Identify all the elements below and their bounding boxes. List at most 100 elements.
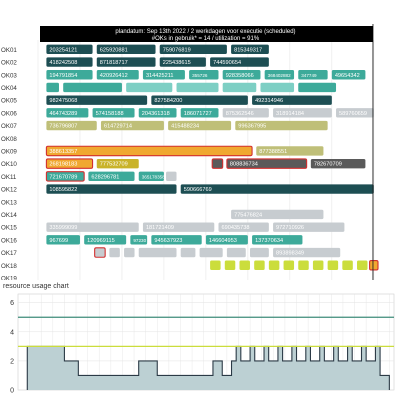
gantt-bar-label: 759076819: [163, 47, 191, 53]
usage-chart-title: resource usage chart: [3, 283, 69, 290]
gantt-chart: OK01 OK02 OK03 OK04 OK05 OK06 OK07 OK08 OK09 OK10…: [1, 24, 379, 280]
gantt-bar: [273, 222, 345, 232]
gantt-bar-label: 967699: [49, 238, 68, 244]
usage-area: [27, 346, 390, 390]
gantt-bar-label: 721670789: [49, 174, 77, 180]
gantt-bar-label: 120969115: [87, 238, 115, 244]
gantt-bar-label: 982475068: [49, 98, 77, 104]
row-label: OK15: [1, 225, 17, 232]
gantt-bar: [46, 95, 148, 105]
row-label: OK10: [1, 161, 17, 168]
gantt-bar: [142, 222, 215, 232]
gantt-bar-label: 574158188: [96, 111, 124, 117]
gantt-bar: [273, 108, 332, 118]
gantt-bar-label: 268198183: [49, 162, 77, 168]
gantt-bar-label: 415488234: [171, 124, 199, 130]
gantt-bar: [256, 146, 324, 156]
gantt-bar-label: 875362546: [226, 111, 254, 117]
gantt-bar: [46, 82, 59, 93]
row-label: OK13: [1, 199, 17, 206]
gantt-bar: [180, 247, 196, 258]
gantt-bar: [46, 57, 93, 67]
gantt-bar: [298, 260, 309, 270]
gantt-bar: [327, 260, 339, 270]
gantt-bar-label: 314425211: [146, 73, 174, 79]
gantt-bar-label: 972710926: [276, 225, 304, 231]
gantt-bar: [180, 108, 219, 118]
gantt-bar: [46, 184, 177, 194]
row-label: OK08: [1, 136, 17, 143]
gantt-bar: [96, 158, 139, 169]
gantt-bar: [283, 260, 295, 270]
gantt-bar-label: 368402882: [268, 73, 291, 78]
gantt-bar: [268, 260, 280, 270]
gantt-bar: [159, 57, 206, 67]
gantt-bar: [249, 247, 269, 258]
gantt-bar-label: 945637923: [154, 238, 182, 244]
gantt-bar-label: 204361318: [142, 111, 170, 117]
gantt-bar: [130, 235, 148, 245]
gantt-bar-label: 996367995: [238, 124, 266, 130]
gantt-bar: [312, 260, 324, 270]
row-label: OK09: [1, 148, 17, 155]
gantt-bar-label: 365178358: [142, 174, 165, 179]
gantt-bar: [142, 70, 185, 80]
row-label: OK06: [1, 110, 17, 117]
y-tick-label: 6: [10, 300, 14, 307]
gantt-bar: [96, 57, 156, 67]
gantt-bar: [189, 70, 219, 80]
gantt-bar: [138, 108, 177, 118]
gantt-bar: [199, 247, 223, 258]
gantt-bar: [159, 44, 227, 55]
gantt-bar: [273, 247, 341, 258]
gantt-bar: [46, 222, 139, 232]
gantt-bar: [331, 70, 366, 80]
gantt-bar-label: 203254121: [49, 47, 77, 53]
row-label: OK12: [1, 187, 17, 194]
gantt-bar-label: 690435738: [221, 225, 249, 231]
gantt-bar-label: 589760659: [339, 111, 367, 117]
gantt-bar: [222, 108, 269, 118]
gantt-bar: [222, 82, 257, 93]
gantt-bar: [100, 120, 164, 131]
row-label: OK03: [1, 72, 17, 79]
gantt-bar: [226, 247, 246, 258]
gantt-bar: [260, 82, 295, 93]
gantt-bar-label: 893898349: [276, 251, 304, 257]
gantt-bar-label: 492314946: [255, 98, 283, 104]
gantt-bar-label: 464743289: [49, 111, 77, 117]
gantt-bar-label: 225438615: [163, 60, 191, 66]
gantt-bar: [138, 247, 177, 258]
gantt-bar-label: 97230: [133, 238, 146, 243]
gantt-bar: [210, 57, 269, 67]
banner-line-2: #OKs in gebruik* = 14 / utilization = 91…: [152, 36, 260, 42]
gantt-bar-label: 815349317: [234, 47, 262, 53]
gantt-bar-label: 49654342: [335, 73, 360, 79]
gantt-bar: [166, 171, 177, 182]
gantt-bar: [96, 44, 156, 55]
gantt-bar: [239, 260, 250, 270]
gantt-bar: [176, 82, 219, 93]
gantt-bar-label: 194791854: [49, 73, 77, 79]
gantt-bar-label: 808836734: [230, 162, 258, 168]
gantt-bar: [210, 260, 221, 270]
gantt-bar: [45, 171, 85, 182]
gantt-bar-label: 355726: [192, 73, 208, 78]
row-label: OK02: [1, 60, 17, 67]
gantt-bar: [298, 82, 337, 93]
gantt-bar-label: 347749: [301, 73, 317, 78]
gantt-bar: [45, 158, 94, 169]
gantt-bar: [138, 171, 164, 182]
gantt-bar: [264, 70, 295, 80]
gantt-bar: [46, 235, 80, 245]
gantt-bar-label: 181721409: [146, 225, 174, 231]
gantt-bar: [126, 82, 173, 93]
gantt-bar: [235, 120, 328, 131]
row-label: OK19: [1, 275, 17, 280]
gantt-bar-label: 775476824: [234, 212, 262, 218]
gantt-bar: [226, 158, 308, 169]
y-tick-label: 2: [10, 358, 14, 365]
gantt-bar: [109, 247, 120, 258]
row-label: OK01: [1, 47, 17, 54]
gantt-bar: [224, 260, 236, 270]
